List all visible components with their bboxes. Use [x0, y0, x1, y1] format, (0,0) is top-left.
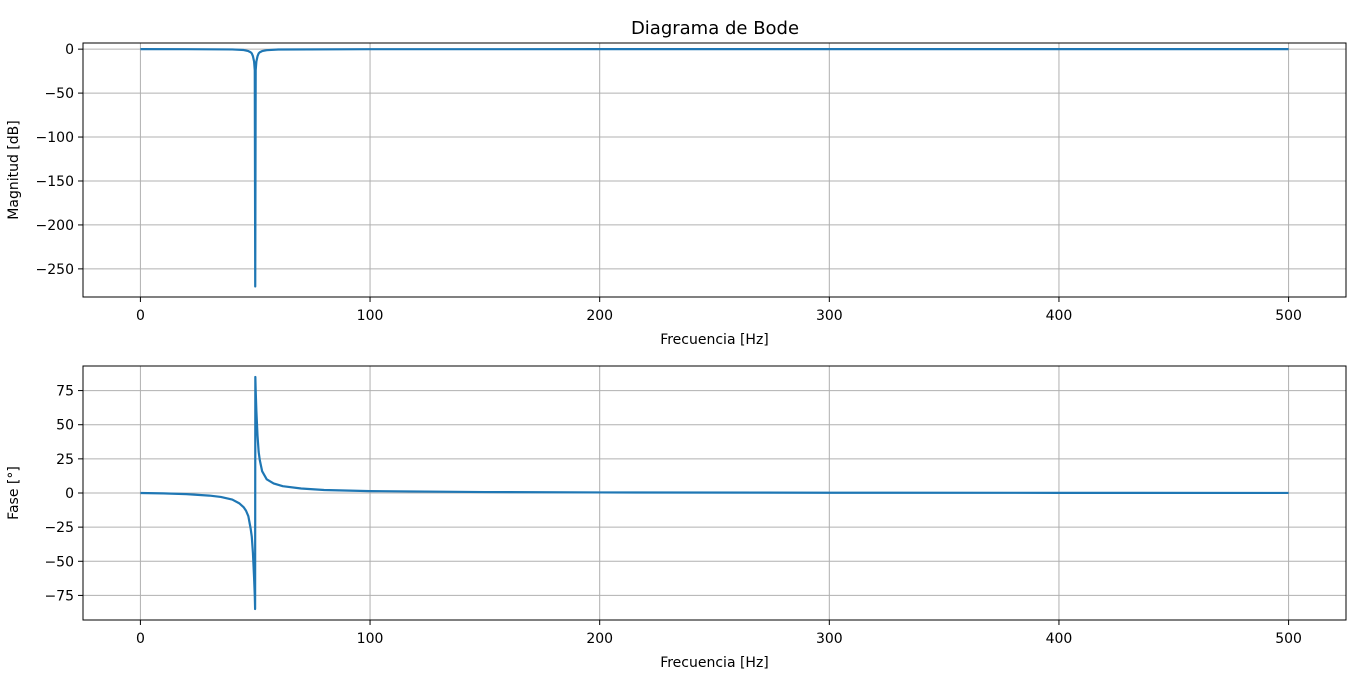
phase-y-tick-label: 50 [56, 418, 74, 434]
phase-x-tick-label: 500 [1275, 631, 1302, 647]
chart-title: Diagrama de Bode [631, 18, 799, 39]
magnitude-x-tick-label: 300 [816, 308, 843, 324]
phase-y-axis-label: Fase [°] [6, 466, 22, 520]
magnitude-y-tick-label: −250 [36, 262, 74, 278]
phase-x-tick-label: 100 [357, 631, 384, 647]
phase-x-tick-label: 0 [136, 631, 145, 647]
magnitude-x-tick-label: 0 [136, 308, 145, 324]
magnitude-y-axis-label: Magnitud [dB] [6, 120, 22, 219]
magnitude-y-tick-label: −150 [36, 174, 74, 190]
phase-y-tick-label: 75 [56, 384, 74, 400]
magnitude-x-tick-label: 200 [586, 308, 613, 324]
magnitude-y-tick-label: −100 [36, 130, 74, 146]
magnitude-y-tick-label: −200 [36, 218, 74, 234]
phase-y-tick-label: −50 [44, 554, 74, 570]
phase-y-tick-label: 25 [56, 452, 74, 468]
phase-y-tick-label: −25 [44, 520, 74, 536]
magnitude-x-axis-label: Frecuencia [Hz] [660, 332, 769, 348]
magnitude-x-tick-label: 400 [1046, 308, 1073, 324]
phase-x-tick-label: 400 [1046, 631, 1073, 647]
phase-x-tick-label: 300 [816, 631, 843, 647]
phase-x-tick-label: 200 [586, 631, 613, 647]
magnitude-axes: 0 100 200 300 400 500 0 −50 −100 −150 −200 −250 Frec… [6, 42, 1347, 348]
magnitude-x-tick-label: 500 [1275, 308, 1302, 324]
phase-y-tick-label: −75 [44, 588, 74, 604]
magnitude-axes-frame [82, 42, 1347, 298]
phase-series-line [140, 375, 1289, 611]
phase-axes: 0 100 200 300 400 500 75 50 25 0 −25 −50 −75 Frecuenc… [6, 365, 1347, 671]
magnitude-y-tick-label: 0 [65, 42, 74, 58]
magnitude-series-line [140, 48, 1289, 288]
phase-y-tick-label: 0 [65, 486, 74, 502]
phase-x-axis-label: Frecuencia [Hz] [660, 655, 769, 671]
magnitude-y-tick-label: −50 [44, 86, 74, 102]
magnitude-x-tick-label: 100 [357, 308, 384, 324]
